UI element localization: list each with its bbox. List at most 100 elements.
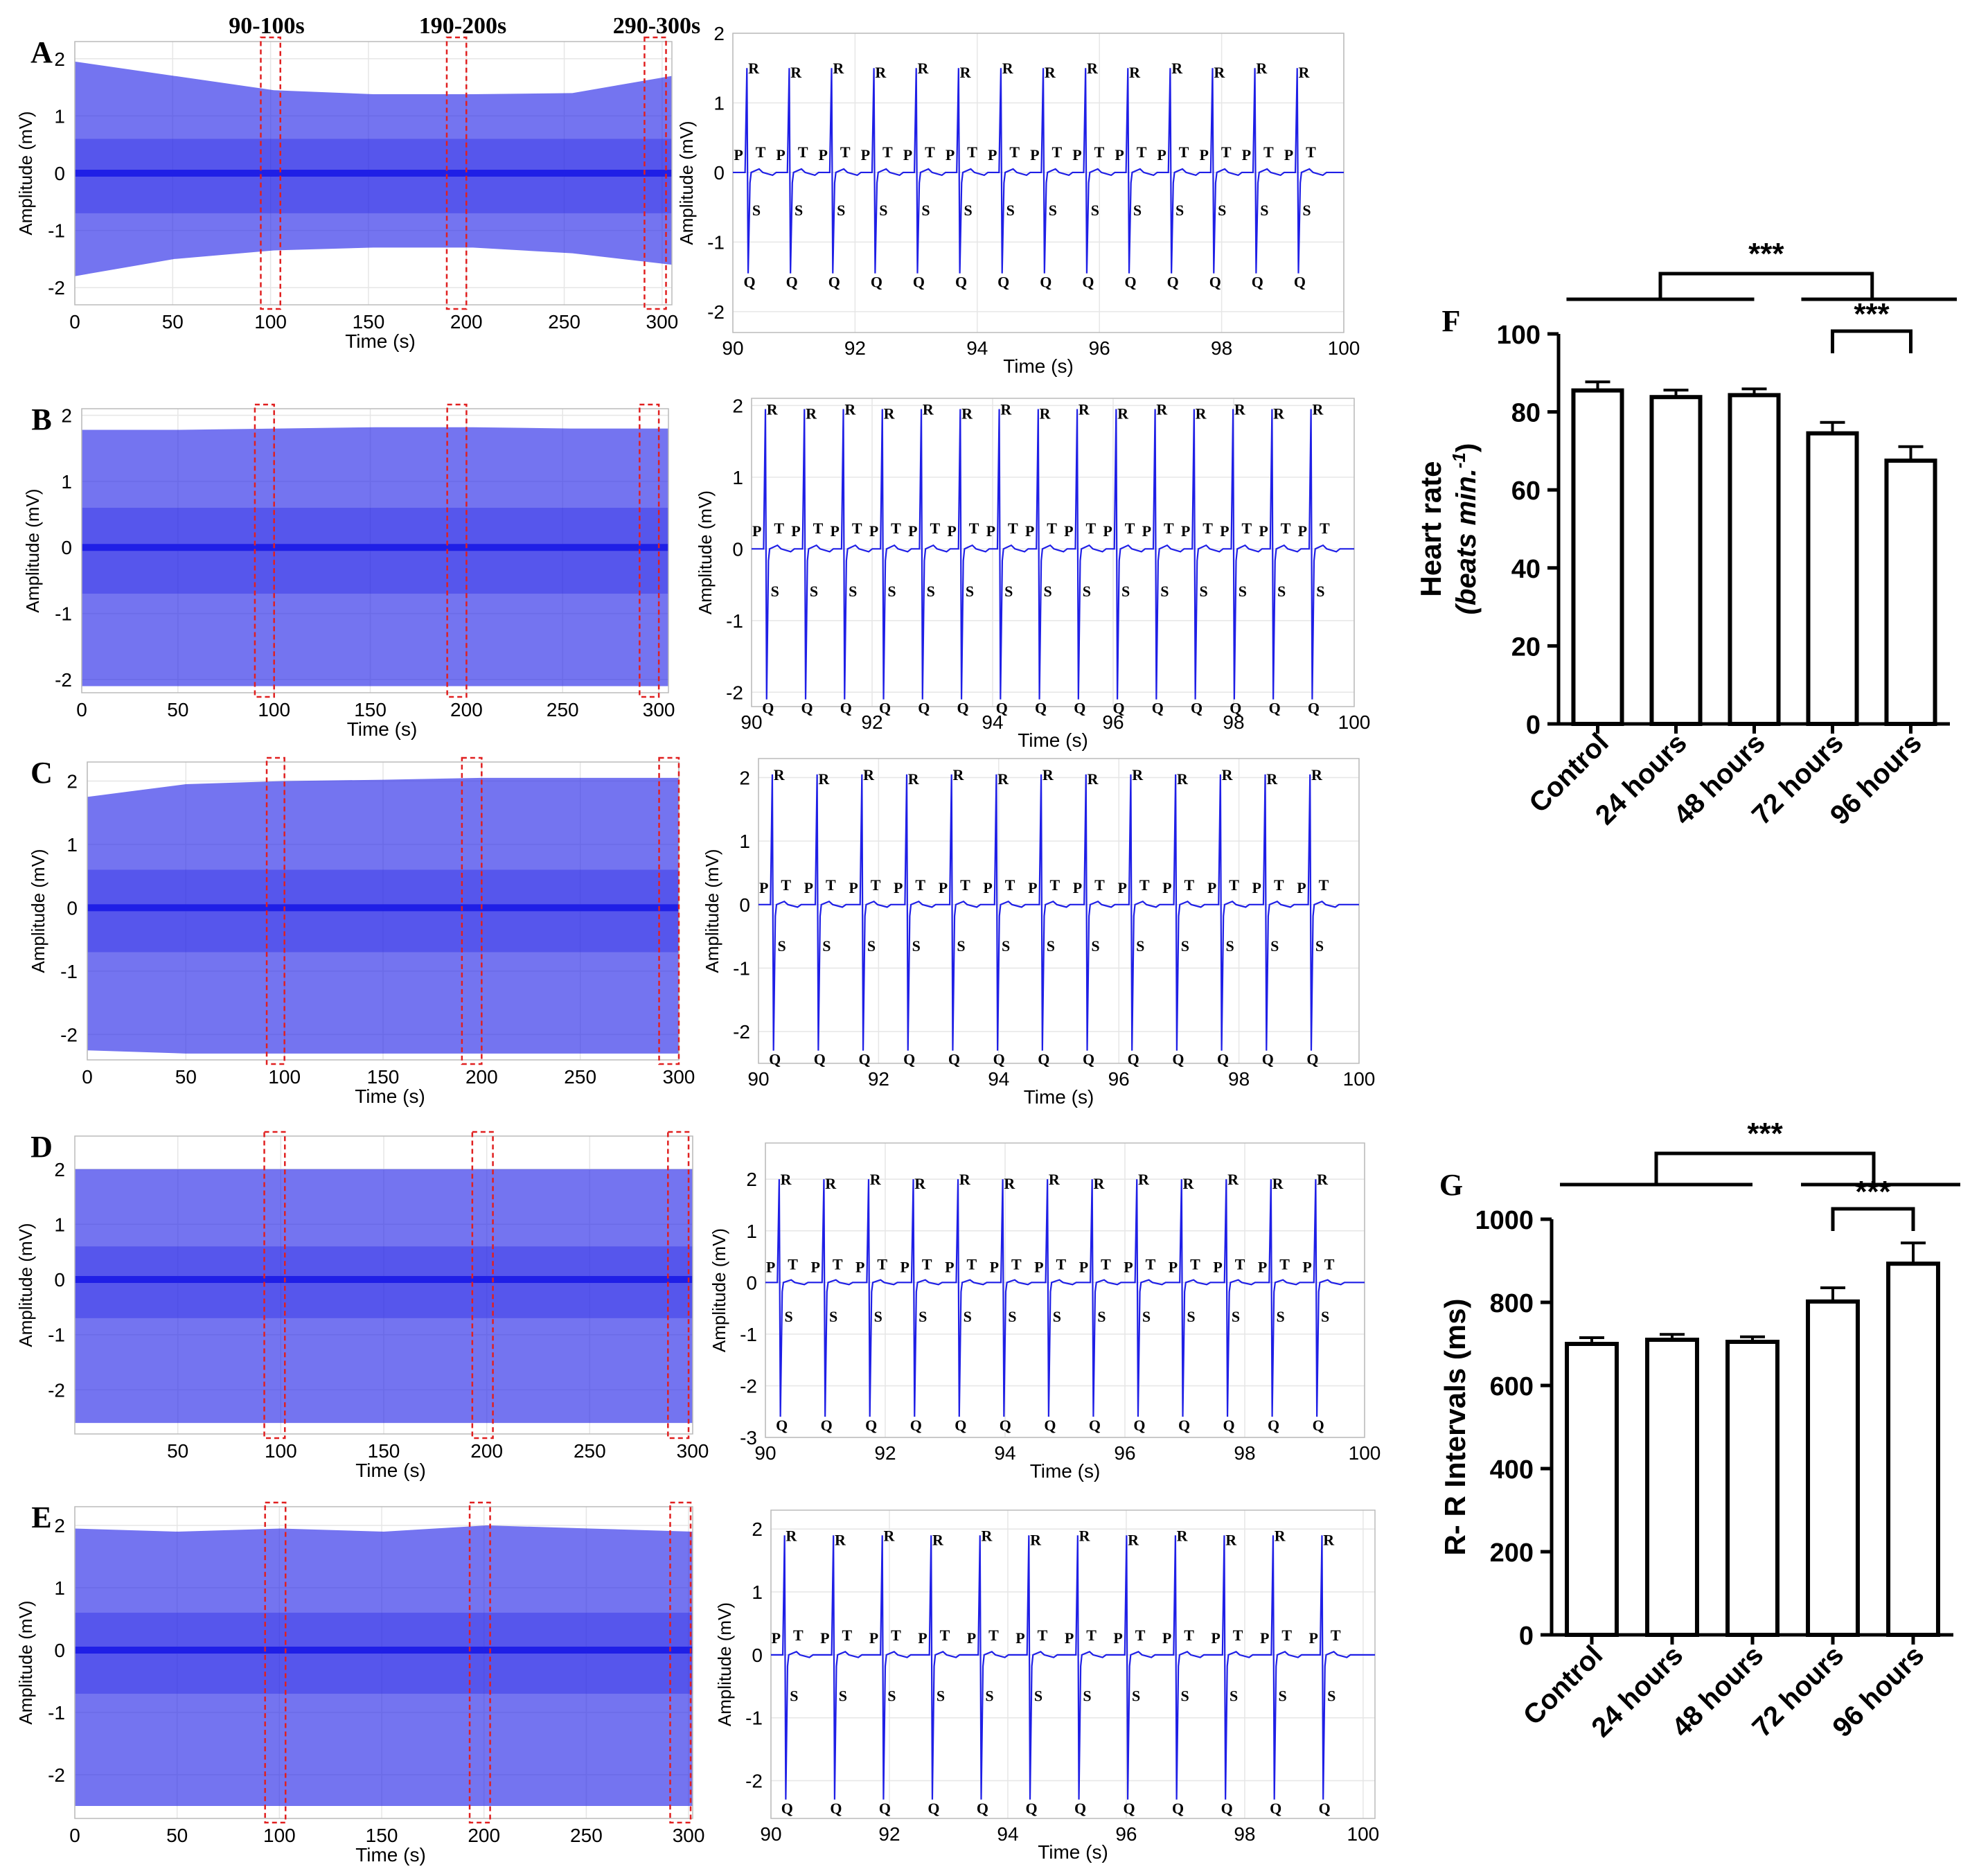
p-wave-label: P xyxy=(1162,879,1171,896)
y-axis-label: Amplitude (mV) xyxy=(702,849,722,973)
x-tick-label: 300 xyxy=(643,699,675,720)
s-wave-label: S xyxy=(752,202,761,219)
s-wave-label: S xyxy=(1091,202,1099,219)
t-wave-label: T xyxy=(1101,1255,1111,1273)
r-wave-label: R xyxy=(1132,766,1144,783)
p-wave-label: P xyxy=(766,1258,775,1275)
q-wave-label: Q xyxy=(1038,1051,1049,1068)
bar xyxy=(1884,458,1937,726)
q-wave-label: Q xyxy=(1217,1051,1229,1068)
x-tick-label: 98 xyxy=(1211,337,1232,359)
s-wave-label: S xyxy=(810,583,818,600)
x-tick-label: 150 xyxy=(353,311,385,333)
bar xyxy=(1645,1338,1699,1637)
s-wave-label: S xyxy=(918,1308,927,1325)
s-wave-label: S xyxy=(964,202,972,219)
t-wave-label: T xyxy=(1049,876,1060,894)
y-tick-label: 60 xyxy=(1511,477,1541,506)
plot-frame xyxy=(74,1506,693,1819)
y-tick-label: -2 xyxy=(745,1771,763,1792)
s-wave-label: S xyxy=(785,1308,793,1325)
plot-frame xyxy=(74,1135,693,1435)
q-wave-label: Q xyxy=(1082,274,1094,291)
x-tick-label: 90 xyxy=(760,1823,781,1845)
y-tick-label: 1 xyxy=(54,1214,65,1235)
y-axis-label: Amplitude (mV) xyxy=(15,1600,36,1724)
q-wave-label: Q xyxy=(903,1051,915,1068)
t-wave-label: T xyxy=(1233,1627,1243,1644)
plot-frame xyxy=(74,41,673,305)
x-tick-label: 0 xyxy=(76,699,87,720)
r-wave-label: R xyxy=(1040,405,1051,423)
r-wave-label: R xyxy=(767,401,779,418)
y-tick-label: 1 xyxy=(739,831,750,852)
y-tick-label: -1 xyxy=(55,603,72,625)
p-wave-label: P xyxy=(831,522,840,540)
y-tick-label: -1 xyxy=(733,958,750,980)
r-wave-label: R xyxy=(1030,1531,1042,1548)
p-wave-label: P xyxy=(772,1629,781,1647)
y-tick-label: 2 xyxy=(732,395,743,416)
y-tick-label: 1000 xyxy=(1475,1206,1534,1235)
p-wave-label: P xyxy=(1220,522,1229,540)
x-tick-label: 90 xyxy=(722,337,743,359)
r-wave-label: R xyxy=(1311,766,1323,783)
y-tick-label: 0 xyxy=(54,1640,65,1661)
p-wave-label: P xyxy=(849,879,858,896)
p-wave-label: P xyxy=(1258,1258,1267,1275)
r-wave-label: R xyxy=(748,60,760,77)
ecg-waveform xyxy=(771,1535,1375,1800)
x-tick-label: 250 xyxy=(574,1440,606,1462)
plot-frame xyxy=(770,1509,1376,1819)
t-wave-label: T xyxy=(1319,876,1329,894)
p-wave-label: P xyxy=(1302,1258,1311,1275)
zoom-window-box xyxy=(471,1131,494,1440)
x-tick-label: 0 xyxy=(69,1825,80,1846)
r-wave-label: R xyxy=(1227,1171,1239,1188)
y-tick-label: -2 xyxy=(55,669,72,691)
s-wave-label: S xyxy=(1083,583,1091,600)
zoom-window-box xyxy=(667,1131,690,1440)
q-wave-label: Q xyxy=(781,1800,793,1817)
y-axis-label: Amplitude (mV) xyxy=(714,1602,735,1726)
q-wave-label: Q xyxy=(1262,1051,1274,1068)
q-wave-label: Q xyxy=(814,1051,826,1068)
zoom-window-box xyxy=(658,756,680,1065)
q-wave-label: Q xyxy=(1000,1417,1011,1434)
y-tick-label: -1 xyxy=(48,220,65,242)
r-wave-label: R xyxy=(1128,1531,1139,1548)
r-wave-label: R xyxy=(952,766,964,783)
sig-stars-main: *** xyxy=(1748,237,1784,271)
x-axis-label: Time (s) xyxy=(355,1460,426,1481)
r-wave-label: R xyxy=(1045,64,1056,81)
q-wave-label: Q xyxy=(1313,1417,1324,1434)
q-wave-label: Q xyxy=(955,274,967,291)
q-wave-label: Q xyxy=(1178,1417,1190,1434)
zoom-window-box xyxy=(669,1501,692,1824)
q-wave-label: Q xyxy=(1191,700,1202,717)
p-wave-label: P xyxy=(1117,879,1126,896)
p-wave-label: P xyxy=(1213,1258,1222,1275)
x-tick-label: 100 xyxy=(1343,1068,1376,1090)
y-tick-label: 600 xyxy=(1490,1372,1534,1401)
p-wave-label: P xyxy=(869,1629,878,1647)
p-wave-label: P xyxy=(1211,1629,1220,1647)
r-wave-label: R xyxy=(959,1171,971,1188)
t-wave-label: T xyxy=(1281,520,1291,537)
t-wave-label: T xyxy=(960,876,970,894)
x-tick-label: 0 xyxy=(82,1066,93,1088)
r-wave-label: R xyxy=(1129,64,1141,81)
q-wave-label: Q xyxy=(821,1417,833,1434)
q-wave-label: Q xyxy=(1268,1417,1279,1434)
y-tick-label: 100 xyxy=(1497,321,1541,350)
t-wave-label: T xyxy=(813,520,824,537)
full-recording-e: 0 50 100 150 200 250 300 -2 -1 0 1 2 Time (s) Amplitu… xyxy=(15,1501,704,1866)
x-tick-label: 92 xyxy=(868,1068,889,1090)
r-wave-label: R xyxy=(1138,1171,1150,1188)
ecg-waveform xyxy=(758,774,1359,1051)
panel-letter-f: F xyxy=(1442,304,1461,338)
r-wave-label: R xyxy=(781,1171,792,1188)
p-wave-label: P xyxy=(988,146,997,163)
s-wave-label: S xyxy=(985,1687,993,1704)
q-wave-label: Q xyxy=(762,700,774,717)
